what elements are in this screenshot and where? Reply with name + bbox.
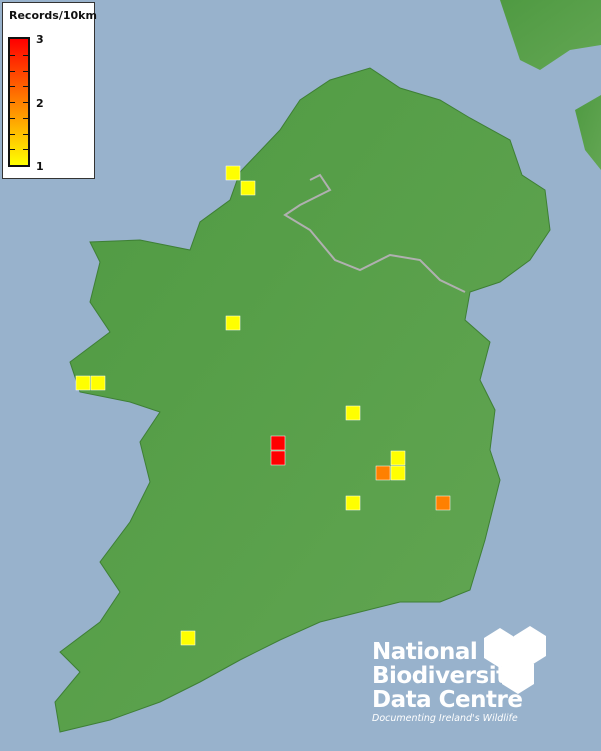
ireland-landmass	[54, 67, 551, 733]
legend-tick	[23, 102, 28, 103]
record-square[interactable]	[270, 435, 286, 451]
record-square[interactable]	[390, 450, 406, 466]
border-line	[283, 173, 466, 293]
record-square[interactable]	[75, 375, 91, 391]
legend-tick	[23, 70, 28, 72]
record-square[interactable]	[225, 315, 241, 331]
legend-tick	[10, 54, 15, 56]
legend-tick	[10, 117, 15, 119]
record-square[interactable]	[345, 405, 361, 421]
scotland-island	[575, 95, 601, 170]
legend-min-label: 1	[36, 160, 44, 173]
nbdc-logo: National Biodiversity Data Centre Docume…	[372, 626, 546, 724]
legend-mid-label: 2	[36, 97, 44, 110]
legend-tick	[10, 133, 15, 135]
record-squares	[75, 165, 451, 646]
legend-tick	[10, 149, 15, 151]
legend-tick	[23, 149, 28, 151]
record-square[interactable]	[240, 180, 256, 196]
record-square[interactable]	[345, 495, 361, 511]
legend-tick	[23, 117, 28, 119]
record-square[interactable]	[90, 375, 106, 391]
legend-tick	[23, 133, 28, 135]
record-square[interactable]	[390, 465, 406, 481]
legend-tick	[10, 86, 15, 88]
logo-line-1: National	[372, 639, 478, 665]
legend-color-scale	[8, 37, 30, 167]
record-square[interactable]	[270, 450, 286, 466]
legend: Records/10km 3 2 1	[2, 2, 97, 179]
logo-tagline: Documenting Ireland's Wildlife	[372, 713, 518, 724]
record-square[interactable]	[435, 495, 451, 511]
legend-tick	[10, 102, 15, 103]
legend-max-label: 3	[36, 33, 44, 46]
record-square[interactable]	[225, 165, 241, 181]
scotland-landmass	[500, 0, 601, 70]
hexagon-logo-icon	[484, 626, 546, 694]
record-square[interactable]	[180, 630, 196, 646]
logo-line-3: Data Centre	[372, 687, 523, 713]
record-square[interactable]	[375, 465, 391, 481]
legend-title: Records/10km	[9, 9, 97, 22]
legend-tick	[23, 54, 28, 56]
logo-line-2: Biodiversity	[372, 663, 522, 689]
legend-tick	[23, 86, 28, 88]
legend-tick	[10, 70, 15, 72]
